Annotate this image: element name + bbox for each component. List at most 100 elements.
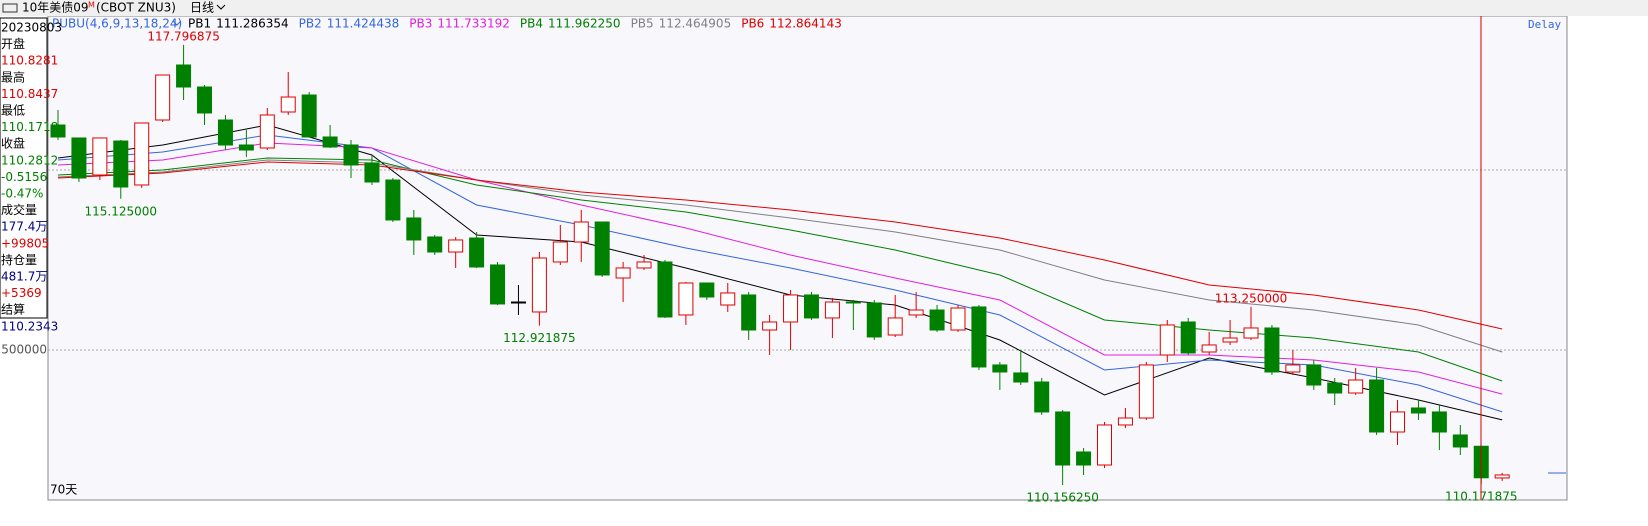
indicator-name[interactable]: PUBU(4,6,9,13,18,24) (52, 17, 182, 31)
window-icon[interactable] (2, 3, 18, 13)
legend-value: 111.733192 (437, 17, 510, 31)
candle-body (1201, 344, 1217, 353)
info-text: 最低 (1, 104, 25, 118)
candle-body (803, 294, 819, 319)
candle-body (992, 364, 1008, 373)
candle-body (845, 301, 861, 304)
candle-body (1348, 379, 1364, 394)
candle-body (1306, 364, 1322, 386)
legend: PB1 111.286354 PB2 111.424438 PB3 111.733192 P… (188, 17, 842, 31)
info-text: 177.4万 (1, 220, 47, 234)
info-text: +5369 (1, 286, 42, 300)
info-text: 最高 (1, 69, 25, 84)
candle-body (364, 162, 380, 183)
period-selector[interactable]: 日线 (190, 1, 214, 15)
candle-body (510, 301, 526, 304)
candle-body (469, 237, 485, 268)
info-text: 收盘 (1, 136, 25, 151)
candle-body (134, 122, 150, 186)
candle-body (1055, 411, 1071, 466)
info-text: 结算 (1, 302, 25, 317)
candle-body (217, 119, 233, 146)
candle-body (155, 74, 171, 121)
legend-name: PB1 (188, 17, 211, 31)
candle-body (280, 96, 296, 113)
legend-value: 111.286354 (216, 17, 289, 31)
candle-body (1264, 327, 1280, 373)
chevron[interactable] (216, 4, 226, 10)
low-label: 110.156250 (1026, 490, 1099, 504)
info-panel (0, 17, 48, 319)
info-text: 20230803 (1, 21, 62, 35)
candle-body (1285, 364, 1301, 373)
candle-body (1431, 411, 1447, 433)
candle-body (531, 257, 547, 313)
title: 10年美债09 (22, 1, 89, 15)
candle-body (1243, 327, 1259, 339)
candle-body (1327, 382, 1343, 394)
candle-body (720, 292, 736, 306)
candle-body (406, 217, 422, 241)
symbol: (CBOT ZNU3) (96, 1, 176, 15)
candle-body (552, 241, 568, 263)
candle-body (1390, 411, 1406, 433)
candle-body (427, 236, 443, 253)
candle-body (929, 309, 945, 331)
top-bar (0, 0, 1648, 16)
info-text: 成交量 (1, 202, 37, 217)
candle-body (92, 137, 108, 176)
low-label: 115.125000 (85, 204, 158, 218)
candle-body (741, 294, 757, 331)
candle-body (301, 94, 317, 138)
legend-value: 112.464905 (659, 17, 732, 31)
candle-body (322, 136, 338, 148)
candle-body (866, 302, 882, 338)
candle-body (1222, 337, 1238, 343)
candle-body (448, 239, 464, 253)
candle-body (1180, 321, 1196, 354)
info-text: -0.47% (1, 187, 43, 201)
candle-body (238, 144, 254, 151)
candle-body (636, 261, 652, 269)
candle-body (971, 306, 987, 368)
candle-body (699, 282, 715, 298)
legend-name: PB4 (520, 17, 543, 31)
candle-body (259, 114, 275, 149)
info-text: +99805 (1, 236, 49, 250)
info-text: -0.5156 (1, 170, 47, 184)
delay-label: Delay (1528, 18, 1561, 31)
info-text: 110.2812 (1, 153, 58, 167)
high-label: 113.250000 (1215, 291, 1288, 305)
candle-body (197, 86, 213, 114)
candle-body (1117, 417, 1133, 426)
candle-body (887, 317, 903, 336)
candle-body (50, 124, 66, 138)
info-text: 开盘 (1, 36, 25, 51)
indicator-line (57, 161, 1503, 330)
title-mark: M (88, 1, 95, 10)
candle-body (1013, 372, 1029, 383)
candle-body (950, 307, 966, 331)
legend-value: 112.864143 (769, 17, 842, 31)
candle-body (1034, 381, 1050, 413)
info-text: 持仓量 (1, 252, 37, 267)
candle-body (71, 137, 87, 179)
info-text: 110.2343 (1, 319, 58, 333)
candle-body (1494, 474, 1510, 479)
chevron[interactable] (172, 20, 182, 26)
candle-body (385, 179, 401, 221)
candle-body (678, 282, 694, 316)
legend-name: PB5 (631, 17, 654, 31)
candle-body (1159, 324, 1175, 356)
legend-name: PB6 (741, 17, 764, 31)
candle-body (783, 294, 799, 323)
info-text: 110.1718 (1, 120, 58, 134)
legend-value: 111.424438 (327, 17, 400, 31)
legend-name: PB2 (299, 17, 322, 31)
candle-body (1410, 407, 1426, 414)
legend-name: PB3 (409, 17, 432, 31)
plot-area (47, 15, 1568, 501)
